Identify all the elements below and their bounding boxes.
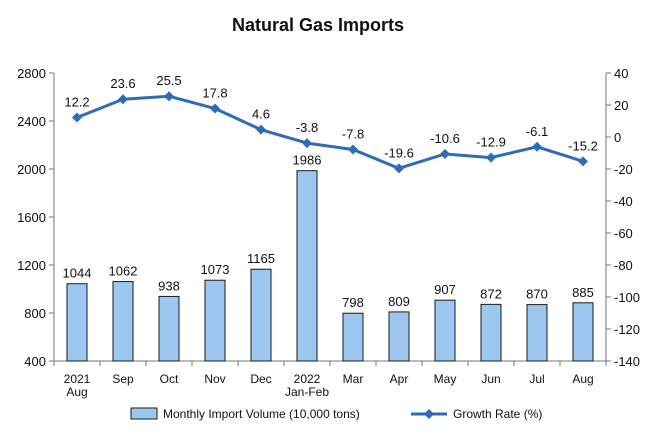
bar <box>204 279 226 362</box>
x-category-label: Aug <box>66 385 87 399</box>
x-category-label: Jan-Feb <box>285 385 329 399</box>
x-category-label: Dec <box>250 372 271 386</box>
line-value-label: -15.2 <box>568 138 598 153</box>
bar-value-label: 885 <box>572 285 594 300</box>
line-value-label: -10.6 <box>430 131 460 146</box>
line-value-label: -19.6 <box>384 145 414 160</box>
line-value-label: 12.2 <box>64 94 89 109</box>
line-series <box>72 91 588 174</box>
x-category-label: 2022 <box>294 372 321 386</box>
legend-bar-label: Monthly Import Volume (10,000 tons) <box>163 407 360 421</box>
line-value-label: -7.8 <box>342 126 364 141</box>
line-value-label: 17.8 <box>202 86 227 101</box>
bar-value-label: 1044 <box>63 266 92 281</box>
line-value-label: -3.8 <box>296 120 318 135</box>
y-left-tick-label: 2800 <box>17 66 46 81</box>
x-category-label: Oct <box>160 372 179 386</box>
line-point <box>72 112 82 123</box>
line-point <box>302 138 312 149</box>
x-category-label: May <box>434 372 457 386</box>
legend-line-label: Growth Rate (%) <box>453 407 542 421</box>
x-category-label: Aug <box>572 372 593 386</box>
bar-series <box>66 170 594 362</box>
line-value-label: 4.6 <box>252 107 270 122</box>
y-right-tick-label: 0 <box>614 130 621 145</box>
y-right-tick-label: -40 <box>614 194 633 209</box>
bar-value-label: 798 <box>342 295 364 310</box>
y-right-tick-label: 40 <box>614 66 628 81</box>
bar-value-label: 1986 <box>293 153 322 168</box>
line-point <box>164 91 174 102</box>
y-left-tick-label: 1600 <box>17 210 46 225</box>
growth-rate-line <box>76 94 584 170</box>
axes: 40080012001600200024002800-140-120-100-8… <box>17 66 640 399</box>
x-category-label: Jun <box>481 372 500 386</box>
x-category-label: Sep <box>112 372 134 386</box>
bar <box>434 299 456 362</box>
line-value-label: 23.6 <box>110 76 135 91</box>
line-value-label: 25.5 <box>156 73 181 88</box>
bar-value-label: 809 <box>388 294 410 309</box>
y-right-tick-label: -20 <box>614 162 633 177</box>
bar <box>112 281 134 362</box>
y-right-tick-label: -140 <box>614 354 640 369</box>
legend: Monthly Import Volume (10,000 tons) Growt… <box>130 407 542 421</box>
line-point <box>256 124 266 135</box>
y-left-tick-label: 800 <box>24 306 46 321</box>
bar <box>526 304 548 362</box>
data-labels: 1044 1062 938 1073 1165 1986 798 809 907 872 870 88… <box>63 73 598 310</box>
bar-value-label: 907 <box>434 282 456 297</box>
x-category-label: Apr <box>390 372 409 386</box>
legend-bar-swatch <box>130 407 158 420</box>
line-point <box>440 148 450 159</box>
line-point <box>210 103 220 114</box>
line-point <box>394 163 404 174</box>
line-point <box>578 156 588 167</box>
y-right-tick-label: -80 <box>614 258 633 273</box>
legend-line-marker <box>424 409 434 419</box>
line-value-label: -6.1 <box>526 124 548 139</box>
line-point <box>348 144 358 155</box>
bar-value-label: 870 <box>526 287 548 302</box>
x-category-label: Jul <box>529 372 544 386</box>
bar <box>296 170 318 362</box>
bar <box>66 283 88 362</box>
y-right-tick-label: 20 <box>614 98 628 113</box>
y-left-tick-label: 1200 <box>17 258 46 273</box>
bar <box>572 302 594 362</box>
line-value-label: -12.9 <box>476 135 506 150</box>
x-category-label: 2021 <box>64 372 91 386</box>
bar <box>480 303 502 362</box>
bar <box>158 295 180 362</box>
x-category-label: Mar <box>343 372 364 386</box>
bar <box>250 268 272 362</box>
y-right-tick-label: -100 <box>614 290 640 305</box>
y-left-tick-label: 2000 <box>17 162 46 177</box>
bar-value-label: 872 <box>480 286 502 301</box>
x-category-label: Nov <box>204 372 225 386</box>
y-left-tick-label: 400 <box>24 354 46 369</box>
y-left-tick-label: 2400 <box>17 114 46 129</box>
bar-value-label: 1073 <box>201 262 230 277</box>
line-point <box>532 141 542 152</box>
bar <box>388 311 410 362</box>
bar <box>342 312 364 362</box>
y-right-tick-label: -120 <box>614 322 640 337</box>
chart-title: Natural Gas Imports <box>232 15 404 35</box>
bar-value-label: 1062 <box>109 264 138 279</box>
bar-value-label: 1165 <box>247 251 275 266</box>
bar-value-label: 938 <box>158 278 180 293</box>
line-point <box>486 152 496 163</box>
y-right-tick-label: -60 <box>614 226 633 241</box>
line-point <box>118 94 128 105</box>
